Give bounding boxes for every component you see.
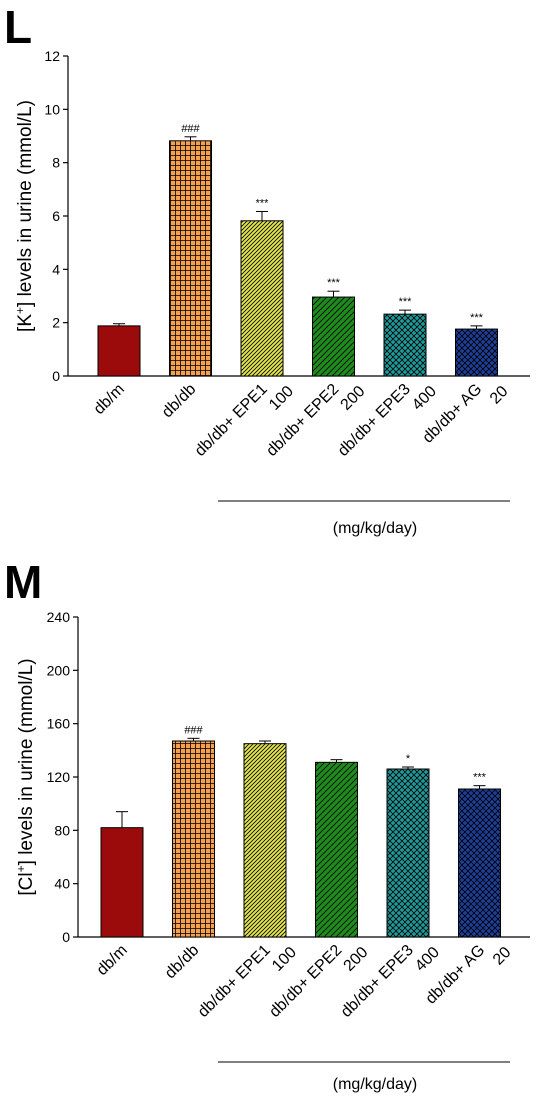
y-tick-label: 160 <box>47 716 71 732</box>
y-tick-label: 0 <box>62 929 70 945</box>
x-tick-label: db/m <box>94 942 131 979</box>
y-tick-label: 240 <box>47 609 71 625</box>
significance-label: ### <box>184 724 203 736</box>
y-tick-label: 10 <box>44 101 60 117</box>
significance-label: *** <box>327 277 341 289</box>
bar-4 <box>312 296 355 377</box>
y-axis-label: [Cl+] levels in urine (mmol/L) <box>14 658 37 895</box>
bar-6 <box>458 788 501 938</box>
y-tick-label: 200 <box>47 662 71 678</box>
significance-label: *** <box>473 772 487 784</box>
x-tick-label: db/db+ EPE3400 <box>338 930 443 1035</box>
y-tick-label: 12 <box>44 48 60 64</box>
bar-6 <box>455 328 498 377</box>
bar-1 <box>97 325 141 377</box>
y-tick-label: 8 <box>52 155 60 171</box>
panel-l: L 0 2 4 6 8 10 12 [K+] levels in urine (mmol/L)… <box>0 0 550 553</box>
significance-label: *** <box>470 312 484 324</box>
x-tick-label: db/db+ EPE1100 <box>192 369 297 474</box>
bar-1 <box>100 827 144 938</box>
y-axis-label: [K+] levels in urine (mmol/L) <box>13 100 36 332</box>
bar-4 <box>315 761 358 938</box>
x-tick-label: db/db+ AG20 <box>420 369 512 461</box>
y-tick-label: 6 <box>52 208 60 224</box>
x-tick-label: db/db+ EPE1100 <box>195 930 300 1035</box>
bar-5 <box>386 768 430 938</box>
x-tick-label: db/db <box>159 381 199 421</box>
x-tick-label: db/db <box>162 942 202 982</box>
significance-label: * <box>406 753 411 765</box>
y-tick-label: 80 <box>54 822 70 838</box>
chloride-bar-chart: 0 40 80 120 160 200 240 [Cl+] levels in urine (… <box>14 609 530 1093</box>
y-tick-label: 0 <box>52 368 60 384</box>
y-tick-label: 4 <box>52 261 60 277</box>
significance-label: *** <box>256 197 270 209</box>
y-tick-label: 40 <box>54 876 70 892</box>
bar-2 <box>172 740 215 938</box>
dose-unit-note: (mg/kg/day) <box>333 520 417 537</box>
bar-2 <box>169 140 212 377</box>
y-tick-label: 2 <box>52 315 60 331</box>
bar-3 <box>240 220 284 377</box>
x-tick-label: db/m <box>91 381 128 418</box>
bar-5 <box>383 313 427 377</box>
x-tick-label: db/db+ AG20 <box>423 930 515 1022</box>
bar-3 <box>243 743 287 938</box>
x-tick-label: db/db+ EPE2200 <box>266 930 371 1035</box>
panel-m: M 0 40 80 120 160 200 240 [Cl+] levels in urine… <box>0 553 550 1106</box>
dose-unit-note: (mg/kg/day) <box>333 1076 417 1093</box>
panel-label: L <box>4 1 33 53</box>
significance-label: ### <box>181 123 200 135</box>
x-tick-label: db/db+ EPE3400 <box>335 369 440 474</box>
x-tick-label: db/db+ EPE2200 <box>263 369 368 474</box>
panel-label: M <box>4 556 43 608</box>
significance-label: *** <box>399 296 413 308</box>
potassium-bar-chart: 0 2 4 6 8 10 12 [K+] levels in urine (mmol/L) db… <box>13 48 530 537</box>
y-tick-label: 120 <box>47 769 71 785</box>
